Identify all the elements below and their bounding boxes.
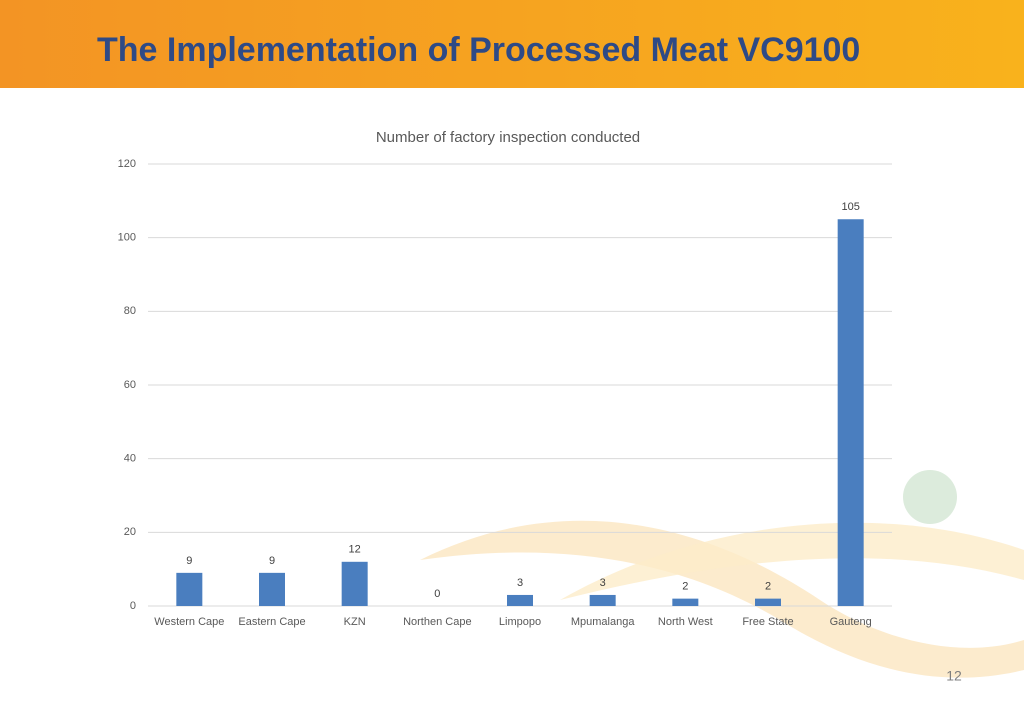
x-tick-label: North West <box>658 616 713 628</box>
bar <box>341 561 368 606</box>
x-tick-label: KZN <box>344 616 366 628</box>
decor-swoosh <box>420 520 1024 678</box>
bar <box>672 598 699 606</box>
data-label: 9 <box>186 555 192 567</box>
chart-title: Number of factory inspection conducted <box>376 129 640 146</box>
x-tick-label: Eastern Cape <box>238 616 305 628</box>
bar <box>837 219 864 606</box>
header-bar <box>0 0 1024 88</box>
data-label: 105 <box>841 201 859 213</box>
y-tick-label: 20 <box>124 526 136 538</box>
decor-circle <box>903 470 957 524</box>
x-tick-label: Northen Cape <box>403 616 472 628</box>
x-tick-label: Gauteng <box>830 616 872 628</box>
bar <box>589 594 616 606</box>
x-tick-label: Western Cape <box>154 616 224 628</box>
y-tick-label: 100 <box>118 232 136 244</box>
data-label: 0 <box>434 588 440 600</box>
y-tick-label: 120 <box>118 158 136 170</box>
data-label: 2 <box>682 581 688 593</box>
x-tick-label: Limpopo <box>499 616 541 628</box>
bar <box>755 598 781 606</box>
bar <box>259 572 285 606</box>
y-tick-label: 40 <box>124 453 136 465</box>
data-label: 12 <box>349 544 361 556</box>
decor-swoosh <box>560 522 1024 600</box>
y-tick-label: 60 <box>124 379 136 391</box>
data-label: 3 <box>600 577 606 589</box>
bar <box>176 572 203 606</box>
y-tick-label: 0 <box>130 600 136 612</box>
data-label: 3 <box>517 577 523 589</box>
data-label: 2 <box>765 581 771 593</box>
y-tick-label: 80 <box>124 305 136 317</box>
bar <box>507 594 533 606</box>
page-number: 12 <box>946 668 962 684</box>
slide-title: The Implementation of Processed Meat VC9… <box>97 31 860 69</box>
x-tick-label: Mpumalanga <box>571 616 635 628</box>
x-tick-label: Free State <box>742 616 793 628</box>
data-label: 9 <box>269 555 275 567</box>
